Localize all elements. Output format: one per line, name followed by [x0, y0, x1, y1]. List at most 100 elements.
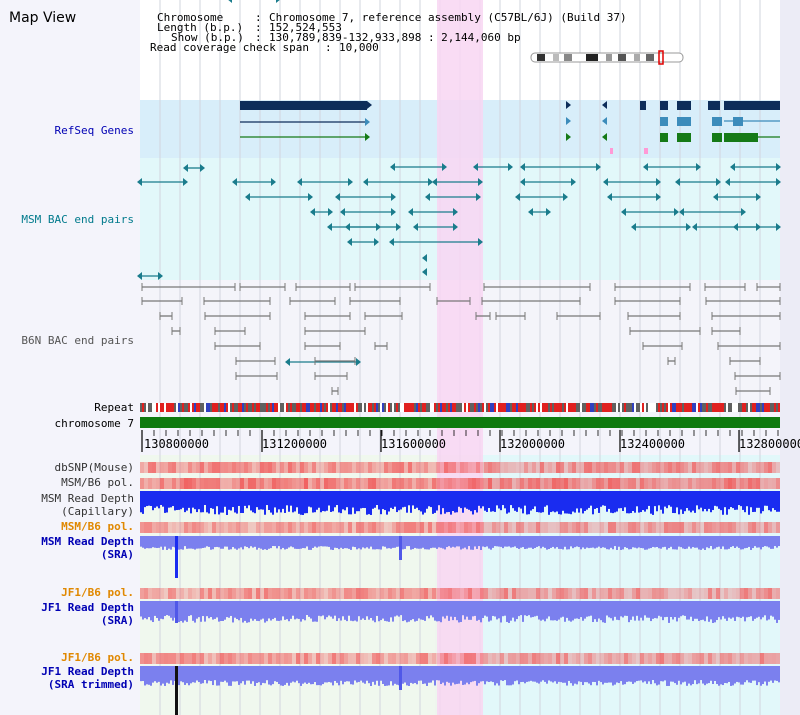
jf1-sra-depth-bar	[220, 601, 222, 621]
jf1-trim-depth-bar	[430, 666, 432, 683]
jf1-b6-pol-heat-cell	[512, 588, 516, 599]
repeat-segment	[260, 403, 262, 412]
jf1-trim-depth-bar	[602, 666, 604, 685]
capillary-depth-bar	[322, 491, 324, 512]
bac-end-arrow	[478, 178, 483, 186]
msm-b6-pol-heat-cell	[692, 522, 696, 533]
capillary-depth-bar	[356, 491, 358, 512]
ideogram-band	[564, 54, 572, 61]
msm-b6-pol-heat-cell	[560, 522, 564, 533]
dbsnp-heat-cell	[280, 462, 284, 473]
jf1-trim-depth-bar	[676, 666, 678, 685]
capillary-depth-bar	[610, 491, 612, 513]
jf1-b6-pol-heat-cell	[708, 588, 712, 599]
track-label-msm-b6-pol-1[interactable]: MSM/B6 pol.	[61, 476, 134, 489]
msm-sra-depth-bar	[500, 536, 502, 547]
track-label-msm-depth-capillary[interactable]: MSM Read Depth	[41, 492, 134, 505]
msm-sra-depth-bar	[200, 536, 202, 549]
msm-b6-pol-heat-cell	[472, 478, 476, 489]
bac-end-arrow	[389, 238, 394, 246]
track-label-repeat[interactable]: Repeat	[94, 401, 134, 414]
track-label-chromosome[interactable]: chromosome 7	[54, 417, 134, 430]
jf1-sra-depth-bar	[770, 601, 772, 616]
jf1-sra-depth-bar	[408, 601, 410, 622]
msm-b6-pol-heat-cell	[504, 522, 508, 533]
msm-b6-pol-heat-cell	[204, 522, 208, 533]
gene-block	[240, 101, 367, 110]
length-label: Length (b.p.)	[157, 21, 244, 34]
repeat-segment	[426, 403, 428, 412]
track-label-jf1-depth-sra[interactable]: JF1 Read Depth	[41, 601, 134, 614]
msm-b6-pol-heat-cell	[528, 522, 532, 533]
jf1-b6-pol-heat-cell	[388, 588, 392, 599]
track-label-jf1-b6-pol-1[interactable]: JF1/B6 pol.	[61, 586, 134, 599]
jf1-b6-pol-heat-cell	[436, 588, 440, 599]
jf1-sra-depth-bar	[236, 601, 238, 620]
msm-sra-depth-bar	[370, 536, 372, 547]
jf1-b6-pol-heat-cell	[188, 653, 192, 664]
jf1-sra-depth-bar	[296, 601, 298, 619]
jf1-b6-pol-heat-cell	[768, 588, 772, 599]
gene-block	[724, 101, 780, 110]
track-label-jf1-b6-pol-2[interactable]: JF1/B6 pol.	[61, 651, 134, 664]
repeat-segment	[206, 403, 208, 412]
track-label-msm-depth-sra[interactable]: MSM Read Depth	[41, 535, 134, 548]
capillary-depth-bar	[320, 491, 322, 513]
msm-sra-depth-bar	[158, 536, 160, 548]
msm-b6-pol-heat-cell	[612, 522, 616, 533]
msm-sra-depth-bar	[238, 536, 240, 549]
msm-b6-pol-heat-cell	[620, 522, 624, 533]
jf1-trim-depth-bar	[414, 666, 416, 684]
axis-tick-label: 132800000	[739, 437, 800, 451]
repeat-segment	[214, 403, 216, 412]
msm-sra-depth-bar	[228, 536, 230, 550]
capillary-depth-bar	[336, 491, 338, 506]
gene-block	[733, 117, 743, 126]
dbsnp-heat-cell	[576, 462, 580, 473]
dbsnp-heat-cell	[488, 462, 492, 473]
jf1-trim-depth-bar	[252, 666, 254, 682]
repeat-segment	[570, 403, 572, 412]
msm-sra-depth-bar	[418, 536, 420, 549]
msm-b6-pol-heat-cell	[488, 478, 492, 489]
dbsnp-heat-cell	[732, 462, 736, 473]
capillary-depth-bar	[730, 491, 732, 508]
jf1-trim-depth-bar	[614, 666, 616, 685]
dbsnp-heat-cell	[204, 462, 208, 473]
capillary-depth-bar	[630, 491, 632, 514]
jf1-trim-depth-bar	[158, 666, 160, 682]
jf1-sra-depth-bar	[164, 601, 166, 617]
jf1-trim-depth-bar	[194, 666, 196, 683]
jf1-trim-depth-bar	[502, 666, 504, 681]
bac-end-arrow	[348, 178, 353, 186]
track-label-refseq[interactable]: RefSeq Genes	[54, 124, 134, 137]
track-label-msm-b6-pol-2[interactable]: MSM/B6 pol.	[61, 520, 134, 533]
track-label-jf1-depth-trim[interactable]: JF1 Read Depth	[41, 665, 134, 678]
track-label-dbsnp[interactable]: dbSNP(Mouse)	[54, 461, 134, 474]
jf1-trim-depth-bar-spike	[399, 666, 402, 690]
jf1-b6-pol-heat-cell	[344, 653, 348, 664]
msm-sra-depth-bar	[574, 536, 576, 548]
repeat-segment	[226, 403, 228, 412]
msm-b6-pol-heat-cell	[340, 478, 344, 489]
jf1-trim-depth-bar	[744, 666, 746, 683]
msm-b6-pol-heat-cell	[468, 478, 472, 489]
repeat-segment	[272, 403, 274, 412]
msm-b6-pol-heat-cell	[248, 522, 252, 533]
track-label-b6n-bac[interactable]: B6N BAC end pairs	[21, 334, 134, 347]
msm-b6-pol-heat-cell	[548, 478, 552, 489]
jf1-sra-depth-bar	[214, 601, 216, 619]
dbsnp-heat-cell	[288, 462, 292, 473]
jf1-trim-depth-bar	[700, 666, 702, 681]
repeat-segment	[644, 403, 646, 412]
msm-b6-pol-heat-cell	[428, 478, 432, 489]
jf1-b6-pol-heat-cell	[600, 588, 604, 599]
repeat-segment	[396, 403, 398, 412]
msm-b6-pol-heat-cell	[172, 522, 176, 533]
msm-b6-pol-heat-cell	[540, 478, 544, 489]
repeat-segment	[572, 403, 574, 412]
msm-sra-depth-bar	[578, 536, 580, 548]
jf1-b6-pol-heat-cell	[536, 588, 540, 599]
track-label-msm-bac[interactable]: MSM BAC end pairs	[21, 213, 134, 226]
jf1-b6-pol-heat-cell	[188, 588, 192, 599]
